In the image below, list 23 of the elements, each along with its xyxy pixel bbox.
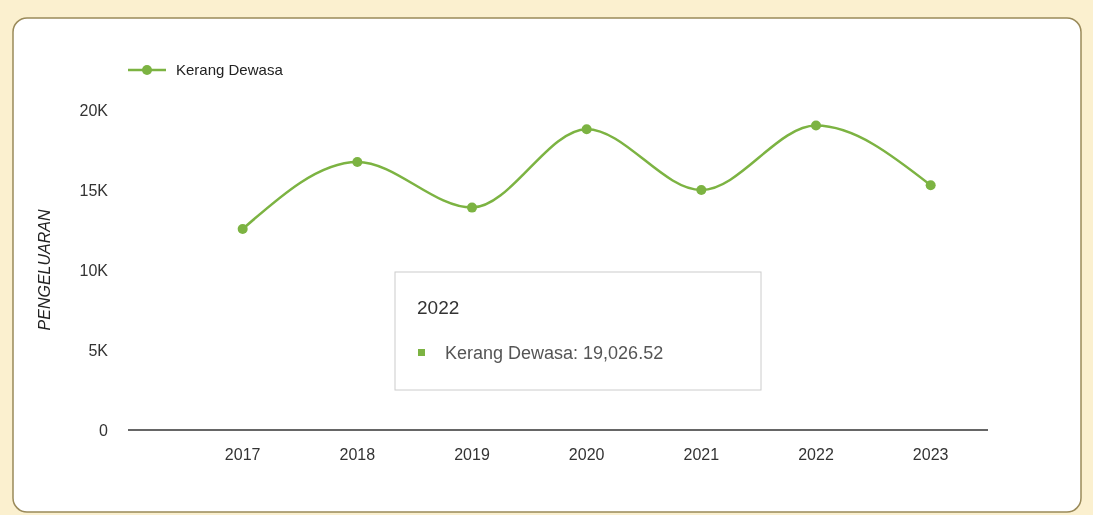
x-tick-label: 2020 xyxy=(568,446,605,463)
y-tick-label: 10K xyxy=(79,261,109,279)
annotation: Kerang Dewasa: 19,026.52 xyxy=(445,343,664,364)
legend-label: Kerang Dewasa xyxy=(176,61,284,79)
point xyxy=(352,157,363,167)
y-tick-label: 15K xyxy=(79,181,109,199)
x-tick-label: 2019 xyxy=(454,446,490,463)
point xyxy=(925,180,936,191)
y-axis-title: PENGELUARAN xyxy=(36,209,53,331)
point xyxy=(581,124,592,135)
x-tick-label: 2017 xyxy=(224,446,261,463)
point xyxy=(811,120,821,131)
x-tick-label: 2023 xyxy=(912,446,949,463)
x-tick-label: 2018 xyxy=(339,446,376,463)
y-tick-label: 0 xyxy=(99,421,109,439)
y-tick-label: 20K xyxy=(79,101,109,119)
point xyxy=(467,202,477,213)
y-tick-label: 5K xyxy=(88,341,109,359)
x-tick-label: 2022 xyxy=(798,446,834,463)
x-tick-label: 2021 xyxy=(683,446,720,463)
point xyxy=(237,224,248,235)
point xyxy=(696,185,707,195)
annotation: 2022 xyxy=(417,297,460,318)
